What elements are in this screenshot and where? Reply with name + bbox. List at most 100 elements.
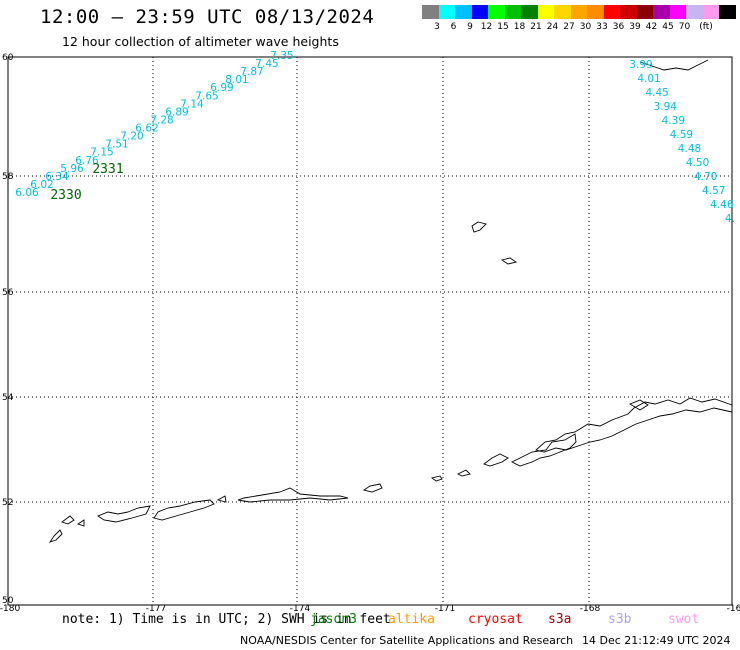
wave-height-label: 7.45 <box>255 58 278 70</box>
satellite-legend-item: s3b <box>608 612 632 627</box>
color-swatch <box>653 5 670 19</box>
wave-height-label: 4.46 <box>710 199 734 211</box>
map-subtitle: 12 hour collection of altimeter wave hei… <box>62 34 339 49</box>
color-scale-label: 70 <box>678 22 691 32</box>
coastline-segment <box>61 515 75 525</box>
wave-height-label: 6.02 <box>30 179 53 191</box>
axis-tick-labels: -180 -177 -174 -171 -168 -16 60 58 56 54 52 50 <box>0 53 740 614</box>
map-title: 12:00 – 23:59 UTC 08/13/2024 <box>40 6 375 28</box>
color-swatch <box>702 5 720 19</box>
lon-tick-label: -174 <box>290 604 311 614</box>
color-swatch <box>537 5 555 19</box>
coastline-segment <box>510 433 577 467</box>
color-scale-label: 12 <box>480 22 493 32</box>
satellite-legend-item: swot <box>668 612 700 627</box>
wave-height-label: 6.34 <box>45 171 69 183</box>
satellite-legend-item: altika <box>388 612 435 627</box>
coastline-segment <box>500 257 518 265</box>
wave-height-label: 7.28 <box>150 114 173 126</box>
wave-height-label: 4.39 <box>662 115 685 127</box>
color-scale-label: 39 <box>629 22 641 32</box>
wave-height-label: 4.01 <box>637 73 660 85</box>
color-scale-label: 42 <box>645 22 658 32</box>
coastline-segment <box>639 59 709 71</box>
wave-height-label: 4.50 <box>686 157 709 169</box>
wave-height-label: 7.87 <box>240 66 263 78</box>
coastline-segment <box>97 505 151 523</box>
lat-tick-label: 58 <box>2 172 14 182</box>
color-swatch <box>686 5 703 19</box>
wave-height-label: 6.76 <box>75 155 99 167</box>
lon-tick-label: -171 <box>435 604 455 614</box>
color-swatch <box>521 5 538 19</box>
color-scale-label: 27 <box>563 22 575 32</box>
wave-height-label: 4.45 <box>645 87 668 99</box>
wave-height-label: 4.70 <box>694 171 717 183</box>
color-swatch <box>554 5 571 19</box>
altimeter-tracks: 6.066.026.345.966.767.157.517.206.627.28… <box>15 50 735 225</box>
color-scale-label: 9 <box>467 22 473 32</box>
coastline-segment <box>483 453 509 467</box>
coastline-segment <box>48 529 63 543</box>
wave-height-label: 4. <box>725 213 735 225</box>
lat-tick-label: 56 <box>2 288 14 298</box>
lat-tick-label: 60 <box>2 53 14 63</box>
lon-tick-label: -168 <box>580 604 601 614</box>
lon-tick-label: -177 <box>146 604 166 614</box>
satellite-legend-item: cryosat <box>468 612 523 627</box>
coastline-segment <box>430 475 443 482</box>
color-scale-label: 36 <box>612 22 625 32</box>
wave-height-label: 8.01 <box>225 74 248 86</box>
color-scale-label: 6 <box>450 22 457 32</box>
lat-lon-grid <box>8 57 732 605</box>
wave-height-label: 7.15 <box>90 147 113 159</box>
color-swatch <box>587 5 604 19</box>
pass-time-label: 2331 <box>92 162 123 177</box>
lon-tick-label: -16 <box>727 604 740 614</box>
color-swatch <box>620 5 637 19</box>
color-swatch <box>422 5 439 19</box>
coastline-segment <box>628 399 649 411</box>
coastline-segment <box>153 499 215 521</box>
wave-height-label: 3.94 <box>654 101 678 113</box>
wave-height-label: 3.99 <box>629 59 652 71</box>
color-swatch <box>603 5 621 19</box>
color-swatch <box>669 5 687 19</box>
generated-timestamp: 14 Dec 21:12:49 UTC 2024 <box>582 634 731 647</box>
color-scale-label: 3 <box>434 22 440 32</box>
color-scale-label: 45 <box>662 22 674 32</box>
color-swatch <box>438 5 456 19</box>
color-scale-label: 18 <box>513 22 526 32</box>
color-swatch <box>719 5 736 19</box>
coastline-segment <box>362 483 383 493</box>
color-swatch <box>488 5 505 19</box>
color-swatch <box>471 5 489 19</box>
wave-height-label: 7.35 <box>270 50 293 62</box>
color-scale-unit: (ft) <box>699 22 713 32</box>
color-swatch <box>636 5 654 19</box>
lat-tick-label: 54 <box>2 393 14 403</box>
color-swatch <box>570 5 588 19</box>
color-scale-label: 24 <box>546 22 559 32</box>
color-scale-label: 15 <box>497 22 509 32</box>
wave-height-label: 7.20 <box>120 131 143 143</box>
wave-height-label: 6.06 <box>15 187 39 199</box>
coastline-segment <box>471 221 487 233</box>
wave-height-label: 7.65 <box>195 90 218 102</box>
coastline-segment <box>216 495 227 503</box>
lat-tick-label: 50 <box>2 596 14 606</box>
wave-height-label: 4.48 <box>678 143 701 155</box>
coastline <box>48 59 733 543</box>
lat-tick-label: 52 <box>2 498 13 508</box>
coastline-segment <box>237 487 349 503</box>
wave-height-label: 7.51 <box>105 139 128 151</box>
wave-height-label: 4.59 <box>670 129 693 141</box>
color-swatch <box>504 5 522 19</box>
coastline-segment <box>76 519 85 527</box>
credit-line: NOAA/NESDIS Center for Satellite Applica… <box>240 634 574 647</box>
footer-note: note: 1) Time is in UTC; 2) SWH is in fe… <box>62 612 391 627</box>
satellite-legend-item: s3a <box>548 612 572 627</box>
color-scale-label: 21 <box>530 22 542 32</box>
coastline-segment <box>456 469 471 477</box>
wave-height-label: 5.96 <box>60 163 84 175</box>
